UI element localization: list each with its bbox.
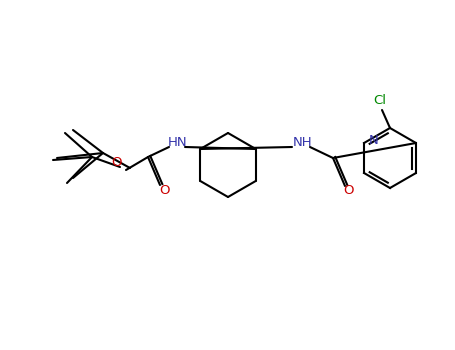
Text: O: O [344,184,354,197]
Text: O: O [159,184,169,197]
Text: O: O [111,156,121,169]
Text: Cl: Cl [374,94,386,107]
Text: NH: NH [293,135,313,148]
Text: HN: HN [168,135,188,148]
Text: N: N [369,134,379,147]
